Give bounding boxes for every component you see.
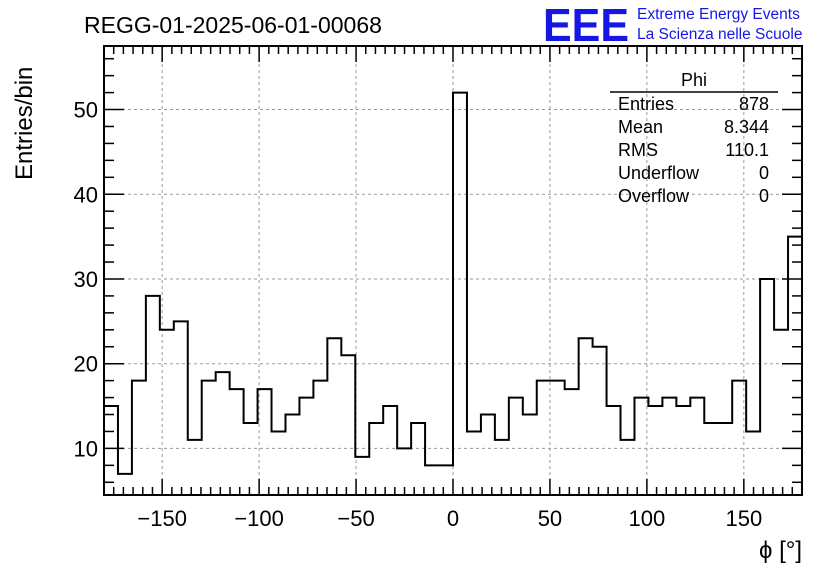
eee-logo-line1: Extreme Energy Events (637, 6, 800, 23)
stats-value: 110.1 (725, 140, 769, 160)
stats-label: Overflow (618, 186, 690, 206)
y-tick-label: 10 (74, 436, 98, 461)
axis-ticks (104, 46, 802, 495)
x-tick-label: −150 (137, 506, 187, 531)
stats-value: 0 (759, 186, 769, 206)
x-tick-label: 0 (447, 506, 459, 531)
x-axis-label: ϕ [°] (759, 537, 802, 564)
axis-tick-labels: −150 −100 −50 0 50 100 150 10 20 30 40 50 (74, 98, 763, 531)
stats-value: 0 (759, 163, 769, 183)
x-tick-label: −100 (234, 506, 284, 531)
stats-label: RMS (618, 140, 658, 160)
x-tick-label: −50 (337, 506, 374, 531)
x-tick-label: 50 (538, 506, 562, 531)
y-tick-label: 50 (74, 98, 98, 123)
stats-value: 878 (739, 94, 769, 114)
eee-logo: EEE Extreme Energy Events La Scienza nel… (543, 0, 802, 51)
y-tick-label: 40 (74, 182, 98, 207)
stats-label: Underflow (618, 163, 700, 183)
stats-value: 8.344 (724, 117, 769, 137)
y-axis-label: Entries/bin (11, 67, 38, 180)
chart-title: REGG-01-2025-06-01-00068 (84, 12, 382, 38)
eee-logo-mark: EEE (543, 0, 629, 51)
histogram-series (103, 91, 803, 495)
stats-label: Mean (618, 117, 663, 137)
x-tick-label: 100 (629, 506, 666, 531)
stats-name: Phi (681, 70, 707, 90)
y-tick-label: 20 (74, 352, 98, 377)
stats-label: Entries (618, 94, 674, 114)
x-tick-label: 150 (725, 506, 762, 531)
stats-box: Phi Entries 878 Mean 8.344 RMS 110.1 Underflow… (610, 70, 778, 206)
eee-logo-line2: La Scienza nelle Scuole (637, 26, 802, 43)
y-tick-label: 30 (74, 267, 98, 292)
